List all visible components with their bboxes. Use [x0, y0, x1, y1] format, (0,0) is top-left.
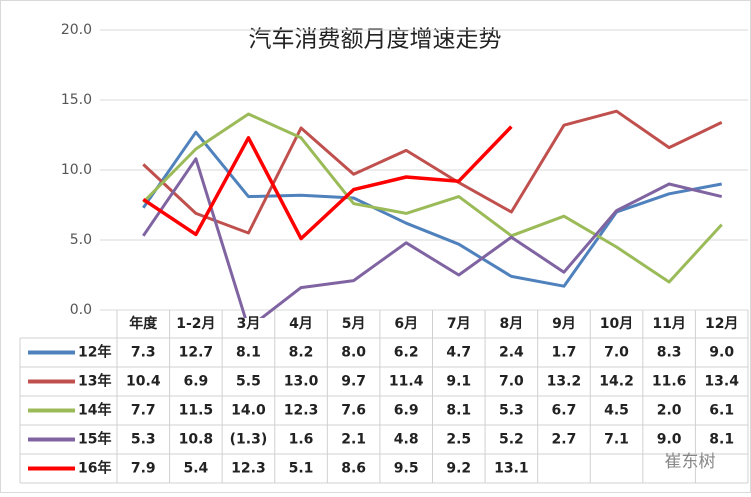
- table-value: 2.7: [552, 432, 577, 448]
- table-value: 4.5: [604, 403, 629, 419]
- table-value: 8.2: [289, 345, 314, 361]
- table-value: 8.6: [341, 461, 366, 477]
- table-value: 9.0: [709, 345, 734, 361]
- table-value: 5.3: [131, 432, 156, 448]
- table-value: 5.1: [289, 461, 314, 477]
- table-value: 7.7: [131, 403, 156, 419]
- table-value: 8.0: [341, 345, 366, 361]
- table-value: 9.2: [446, 461, 471, 477]
- table-value: 7.0: [604, 345, 629, 361]
- table-value: 14.2: [599, 374, 634, 390]
- table-value: 6.9: [394, 403, 419, 419]
- table-value: 9.1: [446, 374, 471, 390]
- x-tick-label: 6月: [394, 316, 418, 332]
- series-line: [142, 109, 723, 235]
- legend-label: 15年: [78, 431, 111, 448]
- x-tick-label: 年度: [129, 315, 158, 332]
- series-line: [142, 157, 723, 318]
- x-tick-label: 11月: [652, 316, 685, 332]
- x-tick-label: 9月: [552, 316, 576, 332]
- table-value: 13.1: [494, 461, 529, 477]
- table-value: 10.4: [126, 374, 161, 390]
- x-tick-label: 5月: [342, 316, 366, 332]
- table-value: 7.3: [131, 345, 156, 361]
- table-value: 13.2: [547, 374, 582, 390]
- table-value: 6.1: [709, 403, 734, 419]
- table-value: 7.0: [499, 374, 524, 390]
- table-value: 13.4: [704, 374, 739, 390]
- x-tick-label: 7月: [447, 316, 471, 332]
- table-value: 5.2: [499, 432, 524, 448]
- series-line: [142, 130, 722, 288]
- x-tick-label: 4月: [289, 316, 313, 332]
- x-tick-label: 8月: [500, 316, 524, 332]
- x-tick-label: 12月: [705, 316, 738, 332]
- table-value: 5.3: [499, 403, 524, 419]
- y-tick-label: 15.0: [61, 92, 92, 108]
- x-tick-label: 3月: [237, 316, 261, 332]
- table-value: 6.2: [394, 345, 419, 361]
- table-value: 12.3: [284, 403, 319, 419]
- table-value: 1.7: [552, 345, 577, 361]
- x-tick-label: 1-2月: [176, 316, 215, 332]
- table-value: 8.1: [236, 345, 261, 361]
- table-value: 12.7: [179, 345, 214, 361]
- table-value: 9.7: [341, 374, 366, 390]
- table-value: 4.7: [446, 345, 471, 361]
- watermark: 崔东树: [665, 452, 716, 472]
- table-value: 11.6: [652, 374, 687, 390]
- table-value: 14.0: [231, 403, 266, 419]
- y-tick-label: 0.0: [70, 302, 92, 318]
- table-value: 4.8: [394, 432, 419, 448]
- table-value: 8.1: [446, 403, 471, 419]
- legend-label: 16年: [78, 460, 111, 477]
- table-value: 10.8: [179, 432, 214, 448]
- series-line: [142, 112, 723, 284]
- y-tick-label: 20.0: [61, 22, 92, 38]
- table-value: 2.4: [499, 345, 524, 361]
- table-value: 9.0: [657, 432, 682, 448]
- legend-label: 12年: [78, 344, 111, 361]
- table-value: 2.1: [341, 432, 366, 448]
- table-value: 9.5: [394, 461, 419, 477]
- series-line: [142, 125, 513, 241]
- table-value: 8.1: [709, 432, 734, 448]
- y-tick-label: 10.0: [61, 162, 92, 178]
- table-value: 11.5: [179, 403, 214, 419]
- table-value: 2.5: [446, 432, 471, 448]
- table-value: 13.0: [284, 374, 319, 390]
- legend-label: 13年: [78, 373, 111, 390]
- table-value: 5.5: [236, 374, 261, 390]
- table-value: 8.3: [657, 345, 682, 361]
- table-value: 7.6: [341, 403, 366, 419]
- table-value: 11.4: [389, 374, 424, 390]
- table-value: (1.3): [230, 432, 268, 448]
- table-value: 7.1: [604, 432, 629, 448]
- table-value: 2.0: [657, 403, 682, 419]
- table-value: 7.9: [131, 461, 156, 477]
- table-value: 5.4: [183, 461, 208, 477]
- table-value: 12.3: [231, 461, 266, 477]
- chart-title: 汽车消费额月度增速走势: [249, 27, 502, 53]
- table-value: 6.9: [183, 374, 208, 390]
- legend-label: 14年: [78, 402, 111, 419]
- x-tick-label: 10月: [600, 316, 633, 332]
- table-value: 1.6: [289, 432, 314, 448]
- table-value: 6.7: [552, 403, 577, 419]
- y-tick-label: 5.0: [70, 232, 92, 248]
